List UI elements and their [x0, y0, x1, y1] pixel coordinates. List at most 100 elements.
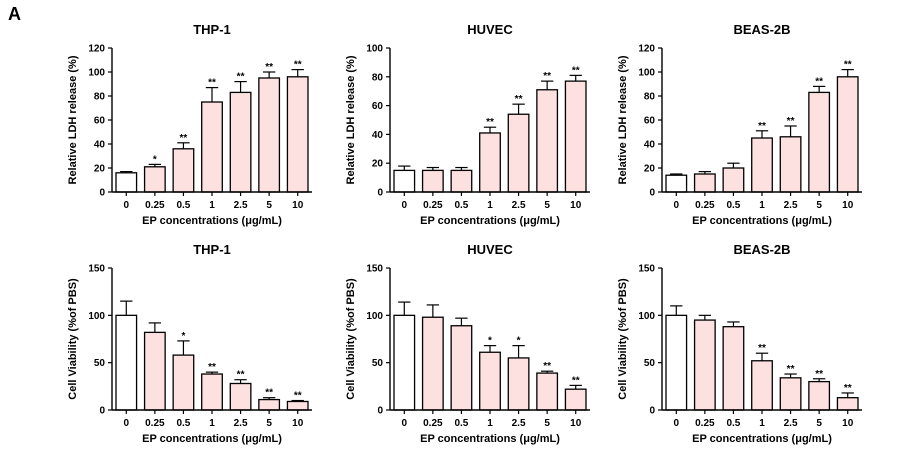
x-tick-label: 0 — [402, 200, 408, 211]
x-tick-label: 0.5 — [726, 418, 740, 429]
significance-label: * — [517, 336, 521, 347]
x-tick-label: 10 — [570, 418, 582, 429]
y-axis-label: Cell Viability (%of PBS) — [345, 278, 357, 400]
y-tick-label: 20 — [372, 159, 384, 170]
bar — [172, 354, 195, 411]
x-tick-label: 10 — [292, 418, 304, 429]
bar — [751, 137, 773, 193]
bar — [479, 351, 501, 411]
significance-label: ** — [237, 370, 245, 381]
x-tick-label: 1 — [487, 418, 493, 429]
chart-title: THP-1 — [193, 242, 231, 257]
chart-panel-2: HUVEC ** ** ** ** 0 20 40 60 80 100 0 0.25 0.5 1 2.5 5 10… — [345, 22, 590, 227]
chart-title: THP-1 — [193, 22, 231, 37]
significance-label: * — [153, 154, 157, 165]
bar — [143, 166, 166, 193]
significance-label: ** — [208, 78, 216, 89]
y-tick-label: 40 — [94, 140, 106, 151]
x-tick-label: 5 — [266, 200, 272, 211]
x-axis-label: EP concentrations (μg/mL) — [420, 433, 560, 445]
bar — [507, 357, 530, 411]
significance-label: ** — [180, 133, 188, 144]
y-tick-label: 100 — [638, 311, 655, 322]
x-tick-label: 0.25 — [423, 418, 443, 429]
y-tick-label: 0 — [99, 406, 105, 417]
significance-label: ** — [543, 361, 551, 372]
significance-label: ** — [265, 388, 273, 399]
y-tick-label: 100 — [88, 311, 105, 322]
y-tick-label: 120 — [638, 44, 655, 55]
x-axis-label: EP concentrations (μg/mL) — [692, 433, 832, 445]
x-tick-label: 5 — [266, 418, 272, 429]
chart-title: HUVEC — [467, 22, 513, 37]
panel-letter: A — [8, 4, 21, 24]
x-tick-label: 0 — [124, 418, 130, 429]
bar — [536, 372, 559, 411]
chart-panel-3: BEAS-2B ** ** ** ** 0 20 40 60 80 100 120 0 0.25 0.5 1 2… — [617, 22, 862, 227]
y-tick-label: 120 — [88, 44, 105, 55]
bar — [722, 326, 745, 411]
bar — [258, 77, 281, 193]
bar — [836, 397, 859, 411]
x-tick-label: 1 — [209, 418, 215, 429]
x-tick-label: 5 — [544, 418, 550, 429]
bar — [201, 101, 223, 193]
significance-label: ** — [572, 65, 580, 76]
x-tick-label: 10 — [570, 200, 582, 211]
x-tick-label: 2.5 — [784, 418, 798, 429]
bar — [258, 398, 281, 411]
y-tick-label: 50 — [644, 358, 656, 369]
bar — [143, 331, 166, 411]
x-tick-label: 5 — [816, 200, 822, 211]
bar — [808, 380, 831, 411]
x-tick-label: 0 — [674, 200, 680, 211]
bar — [564, 80, 587, 193]
x-tick-label: 0 — [402, 418, 408, 429]
y-tick-label: 0 — [649, 406, 655, 417]
y-axis-label: Relative LDH release (%) — [617, 55, 629, 184]
x-tick-label: 10 — [842, 200, 854, 211]
x-tick-label: 10 — [292, 200, 304, 211]
x-axis-label: EP concentrations (μg/mL) — [142, 215, 282, 227]
x-tick-label: 5 — [544, 200, 550, 211]
bar — [229, 382, 252, 411]
bar — [665, 314, 688, 411]
bar — [421, 316, 444, 411]
bar — [693, 319, 716, 411]
y-tick-label: 40 — [372, 130, 384, 141]
significance-label: ** — [294, 60, 302, 71]
x-tick-label: 2.5 — [234, 418, 248, 429]
y-tick-label: 80 — [372, 72, 384, 83]
significance-label: ** — [237, 72, 245, 83]
bar — [779, 136, 802, 193]
bar — [286, 76, 309, 193]
x-tick-label: 0.5 — [176, 418, 190, 429]
y-axis-label: Cell Viability (%of PBS) — [67, 278, 79, 400]
significance-label: ** — [265, 62, 273, 73]
significance-label: * — [181, 331, 185, 342]
significance-label: * — [488, 336, 492, 347]
x-tick-label: 0.25 — [145, 418, 165, 429]
x-tick-label: 0.5 — [454, 200, 468, 211]
x-tick-label: 5 — [816, 418, 822, 429]
significance-label: ** — [758, 343, 766, 354]
y-tick-label: 20 — [94, 164, 106, 175]
bar — [808, 91, 831, 193]
y-tick-label: 80 — [644, 92, 656, 103]
bar — [665, 174, 688, 193]
bar — [693, 173, 716, 193]
x-tick-label: 0.25 — [695, 418, 715, 429]
significance-label: ** — [543, 71, 551, 82]
y-tick-label: 0 — [377, 406, 383, 417]
bar — [450, 169, 473, 193]
x-tick-label: 0 — [674, 418, 680, 429]
bar — [421, 169, 444, 193]
bar — [201, 373, 223, 411]
x-tick-label: 0.5 — [726, 200, 740, 211]
y-tick-label: 60 — [372, 101, 384, 112]
bar — [536, 89, 559, 193]
bar — [172, 148, 195, 193]
